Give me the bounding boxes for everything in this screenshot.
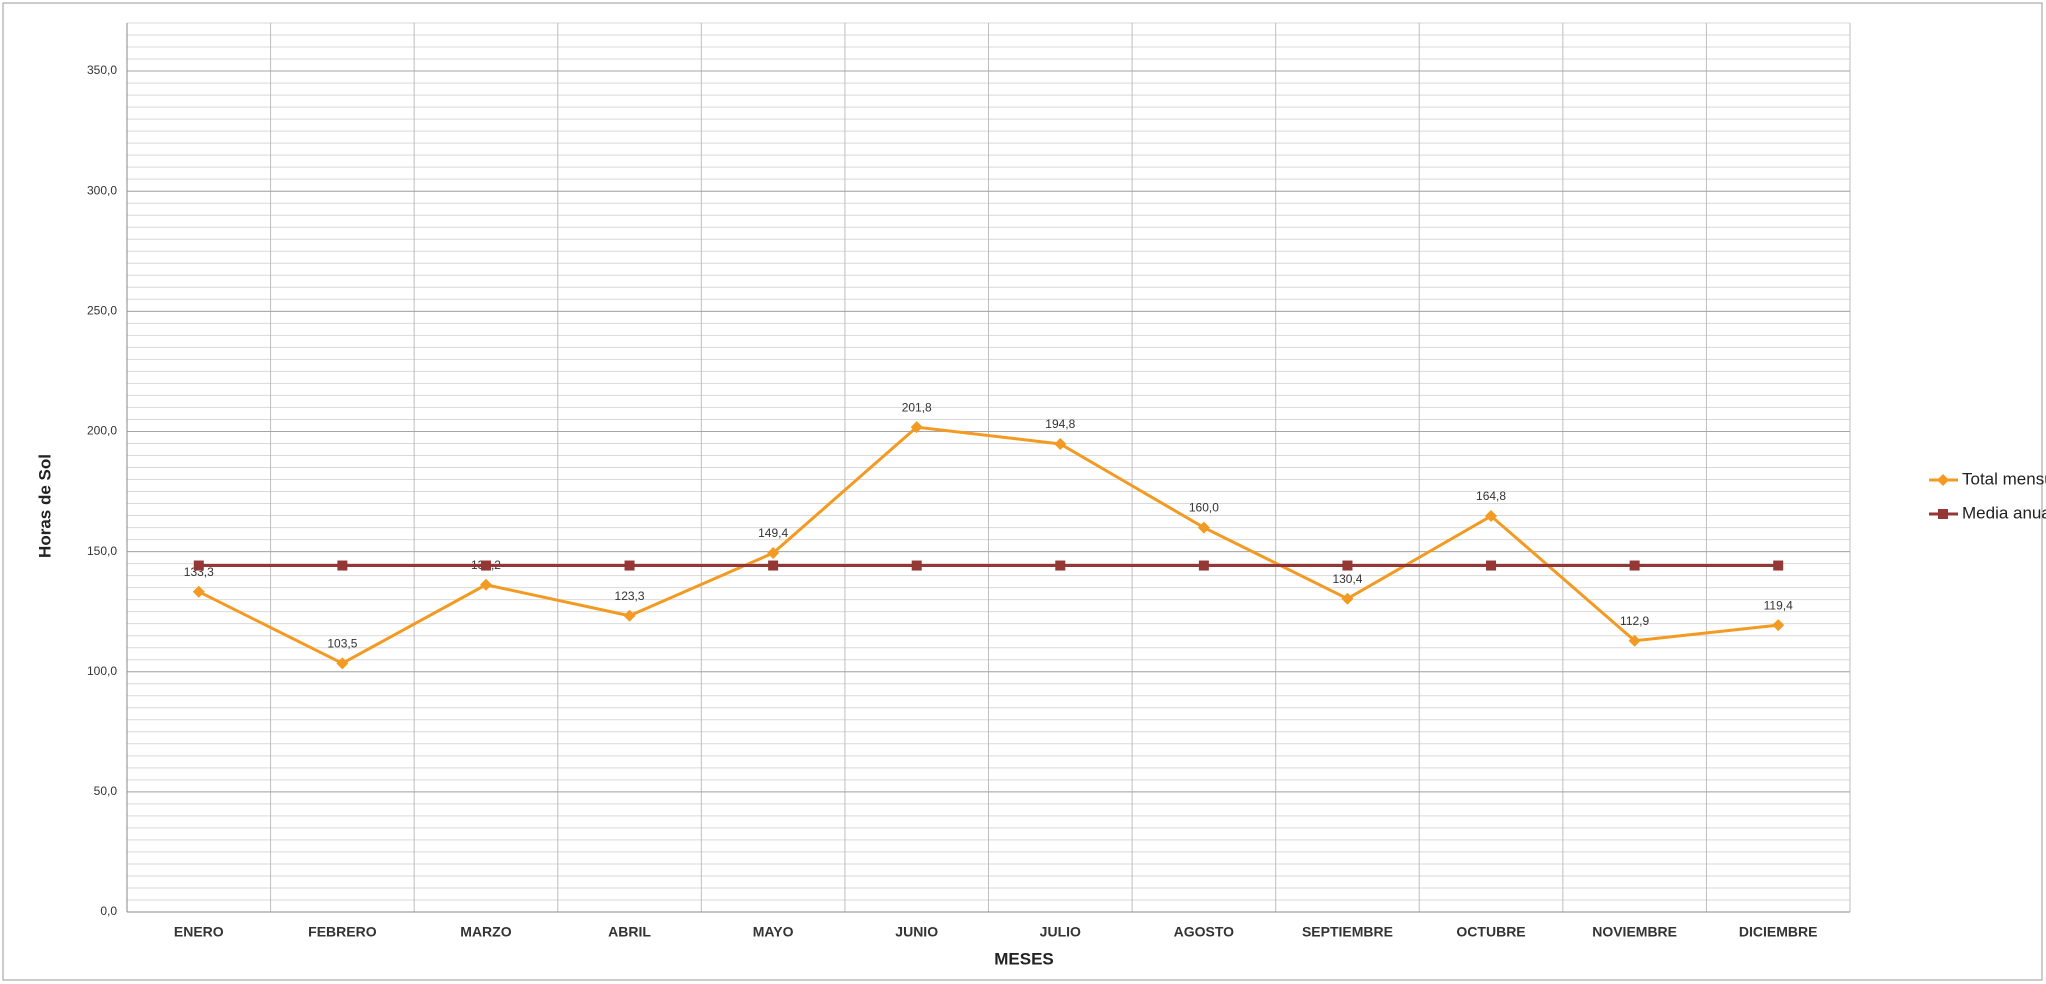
x-tick-label: DICIEMBRE [1739,924,1818,940]
x-tick-label: MARZO [460,924,511,940]
point [1055,560,1066,571]
y-tick-label: 150,0 [87,544,117,558]
y-tick-label: 200,0 [87,424,117,438]
y-tick-label: 250,0 [87,303,117,317]
point [1486,560,1497,571]
data-label: 103,5 [327,636,357,650]
x-tick-label: ENERO [174,924,224,940]
data-label: 194,8 [1045,417,1075,431]
point [1197,521,1210,534]
y-tick-label: 100,0 [87,664,117,678]
point [1341,592,1354,605]
data-label: 119,4 [1764,598,1793,612]
data-label: 201,8 [902,400,932,414]
data-label: 164,8 [1476,489,1506,503]
point [910,421,923,434]
point [768,560,779,571]
x-tick-label: MAYO [753,924,794,940]
point [624,560,635,571]
x-tick-label: NOVIEMBRE [1592,924,1677,940]
x-tick-label: AGOSTO [1174,924,1235,940]
point [1054,437,1067,450]
point [337,560,348,571]
legend-label: Media anual [1962,503,2046,522]
legend-marker [1937,474,1949,486]
y-tick-label: 50,0 [94,784,118,798]
x-tick-label: SEPTIEMBRE [1302,924,1393,940]
point [1198,560,1209,571]
point [1629,560,1640,571]
y-tick-label: 350,0 [87,63,117,77]
y-tick-label: 300,0 [87,183,117,197]
point [767,547,780,560]
x-axis-title: MESES [994,949,1054,968]
data-label: 130,4 [1332,572,1362,586]
point [623,609,636,622]
y-tick-label: 0,0 [100,904,117,918]
point [480,560,491,571]
point [1485,510,1498,523]
y-axis-title: Horas de Sol [35,454,54,558]
x-tick-label: FEBRERO [308,924,377,940]
legend-label: Total mensual [1962,469,2046,488]
legend-marker [1938,509,1948,519]
data-label: 160,0 [1189,501,1219,515]
data-label: 123,3 [615,589,645,603]
series-line [198,425,1779,666]
point [192,585,205,598]
x-tick-label: ABRIL [608,924,651,940]
point [336,657,349,670]
data-label: 149,4 [758,526,788,540]
x-tick-label: OCTUBRE [1456,924,1525,940]
point [1772,619,1785,632]
point [911,560,922,571]
x-tick-label: JULIO [1040,924,1081,940]
point [479,578,492,591]
point [1773,560,1784,571]
point [193,560,204,571]
x-tick-label: JUNIO [895,924,938,940]
data-label: 112,9 [1620,614,1649,628]
point [1342,560,1353,571]
data-label: 133,3 [184,565,214,579]
point [1628,634,1641,647]
